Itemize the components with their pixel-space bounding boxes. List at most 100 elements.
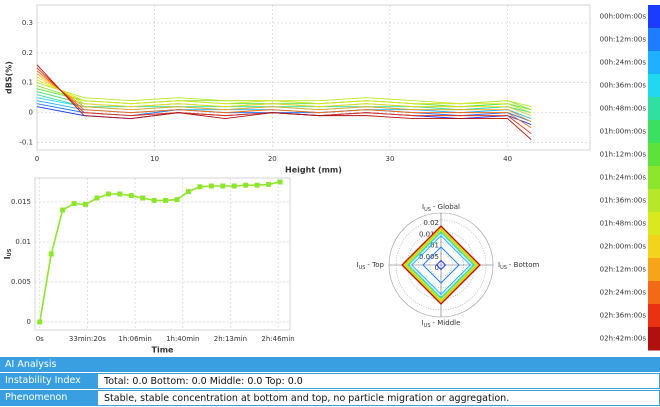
data-marker bbox=[277, 179, 283, 185]
data-line bbox=[36, 82, 532, 108]
x-tick-label: 0 bbox=[35, 155, 39, 163]
radar-series bbox=[411, 235, 471, 295]
data-line bbox=[36, 79, 532, 114]
data-marker bbox=[243, 182, 249, 188]
r-tick-label: 0 bbox=[435, 264, 439, 272]
data-marker bbox=[208, 183, 214, 189]
y-tick-label: 0.1 bbox=[22, 79, 33, 87]
data-marker bbox=[151, 197, 157, 203]
legend-label: 00h:12m:00s bbox=[600, 36, 647, 44]
x-tick-label: 0s bbox=[36, 335, 44, 343]
legend-label: 00h:00m:00s bbox=[600, 13, 647, 21]
x-tick-label: 10 bbox=[150, 155, 159, 163]
y-tick-label: 0 bbox=[29, 109, 33, 117]
y-tick-label: 0 bbox=[27, 318, 31, 326]
radar-series bbox=[405, 229, 477, 301]
label-name: - Top bbox=[367, 261, 384, 269]
legend-label: 02h:00m:00s bbox=[600, 243, 647, 251]
legend-label: 00h:36m:00s bbox=[600, 82, 647, 90]
data-line bbox=[36, 76, 532, 117]
r-tick-label: 0.005 bbox=[419, 253, 439, 261]
y-tick-label: 0.2 bbox=[22, 49, 33, 57]
axis-label: IUS - Middle bbox=[422, 319, 461, 329]
legend-swatch bbox=[648, 281, 660, 305]
data-marker bbox=[128, 193, 134, 199]
legend-label: 01h:48m:00s bbox=[600, 220, 647, 228]
label-symbol: I bbox=[422, 319, 424, 327]
label-symbol: I bbox=[422, 203, 424, 211]
label-name: - Bottom bbox=[509, 261, 540, 269]
data-marker bbox=[71, 201, 77, 207]
table-row: Instability Index Total: 0.0 Bottom: 0.0… bbox=[0, 372, 660, 389]
plot-area bbox=[34, 177, 291, 331]
row-label: Phenomenon bbox=[0, 390, 98, 406]
label-symbol: I bbox=[498, 261, 500, 269]
label-name: - Middle bbox=[433, 319, 461, 327]
radar-series bbox=[403, 227, 479, 303]
data-marker bbox=[197, 184, 203, 190]
label-symbol: I bbox=[3, 256, 12, 259]
data-marker bbox=[105, 191, 111, 197]
data-marker bbox=[231, 183, 237, 189]
axis-label: IUS - Global bbox=[422, 203, 460, 213]
analysis-table: AI Analysis Instability Index Total: 0.0… bbox=[0, 357, 660, 406]
legend-swatch bbox=[648, 258, 660, 282]
label-subscript: US bbox=[424, 323, 431, 329]
plot-area bbox=[36, 4, 591, 151]
legend-label: 01h:36m:00s bbox=[600, 197, 647, 205]
label-subscript: US bbox=[359, 265, 366, 271]
x-axis-label: Time bbox=[152, 346, 175, 355]
legend-label: 01h:24m:00s bbox=[600, 174, 647, 182]
data-marker bbox=[94, 195, 100, 201]
axis-label: IUS - Bottom bbox=[498, 261, 540, 271]
data-marker bbox=[254, 182, 260, 188]
axis-label: IUS - Top bbox=[357, 261, 385, 271]
y-tick-label: 0.3 bbox=[22, 19, 33, 27]
legend-swatch bbox=[648, 327, 660, 351]
x-tick-label: 1h:40min bbox=[166, 335, 199, 343]
data-line bbox=[36, 94, 532, 114]
radar-series bbox=[407, 231, 475, 299]
data-marker bbox=[185, 189, 191, 195]
data-marker bbox=[174, 197, 180, 203]
row-value: Stable, stable concentration at bottom a… bbox=[98, 390, 660, 406]
label-name: - Global bbox=[433, 203, 460, 211]
data-line bbox=[36, 73, 532, 122]
y-tick-label: 0.015 bbox=[11, 198, 31, 206]
data-marker bbox=[48, 251, 54, 257]
label-subscript: US bbox=[424, 207, 431, 213]
legend-swatch bbox=[648, 5, 660, 29]
data-marker bbox=[60, 207, 66, 213]
table-title: AI Analysis bbox=[0, 357, 660, 372]
x-tick-label: 2h:46min bbox=[261, 335, 294, 343]
legend-swatch bbox=[648, 212, 660, 236]
label-subscript: US bbox=[7, 248, 13, 256]
radar-series bbox=[401, 225, 481, 305]
x-tick-label: 30 bbox=[386, 155, 395, 163]
row-label: Instability Index bbox=[0, 373, 98, 389]
label-subscript: US bbox=[500, 265, 507, 271]
legend-label: 02h:24m:00s bbox=[600, 289, 647, 297]
legend-label: 00h:48m:00s bbox=[600, 105, 647, 113]
data-line bbox=[36, 64, 532, 140]
data-marker bbox=[163, 197, 169, 203]
legend-swatch bbox=[648, 304, 660, 328]
data-marker bbox=[220, 183, 226, 189]
axis-label: IUS bbox=[3, 248, 13, 259]
legend-swatch bbox=[648, 74, 660, 98]
legend-swatch bbox=[648, 51, 660, 75]
legend-label: 02h:42m:00s bbox=[600, 335, 647, 343]
r-tick-label: 0.02 bbox=[423, 219, 439, 227]
legend-swatch bbox=[648, 28, 660, 52]
label-symbol: I bbox=[357, 261, 359, 269]
data-marker bbox=[117, 191, 123, 197]
legend-swatch bbox=[648, 97, 660, 121]
y-tick-label: 0.01 bbox=[15, 238, 31, 246]
x-tick-label: 40 bbox=[503, 155, 512, 163]
x-tick-label: 2h:13min bbox=[214, 335, 247, 343]
legend-label: 02h:12m:00s bbox=[600, 266, 647, 274]
y-tick-label: -0.1 bbox=[19, 139, 33, 147]
legend-swatch bbox=[648, 120, 660, 144]
data-line bbox=[38, 181, 281, 323]
